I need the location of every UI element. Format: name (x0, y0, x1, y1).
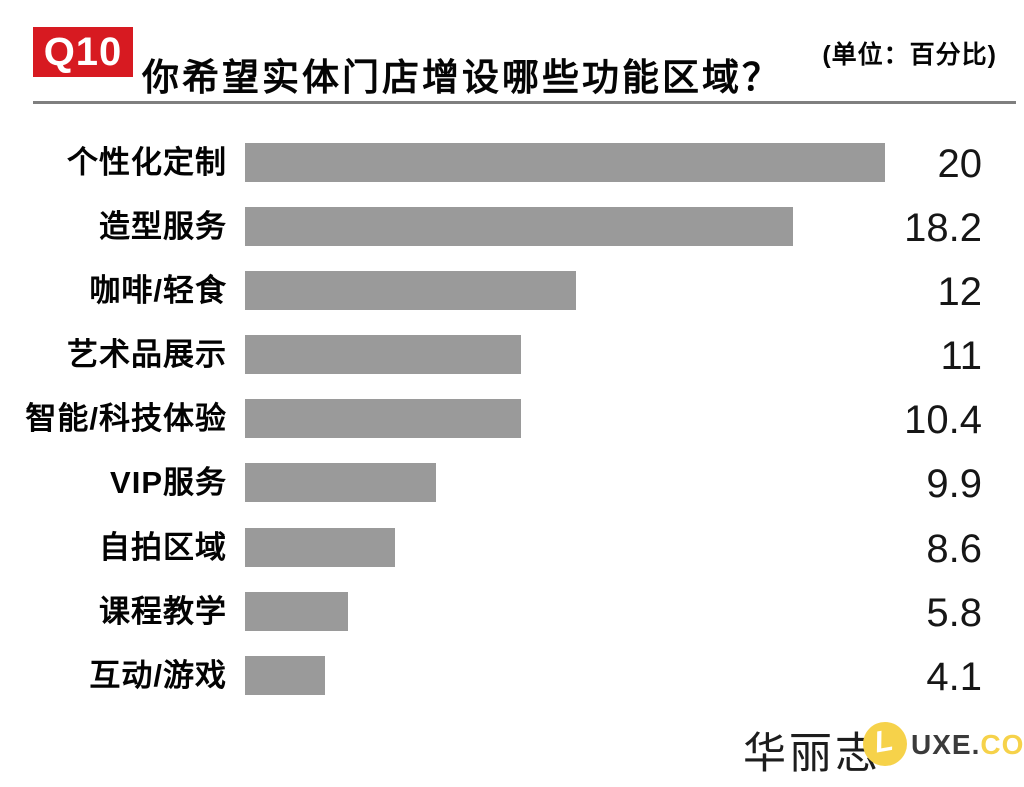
bar-track (245, 143, 885, 182)
bar (245, 143, 885, 182)
brand-name-latin: UXE.CO (911, 722, 1024, 766)
category-label: 咖啡/轻食 (89, 273, 227, 309)
value-label: 10.4 (904, 398, 982, 443)
chart-row: 自拍区域 8.6 (0, 526, 1024, 592)
bar-track (245, 399, 521, 439)
bar-track (245, 335, 521, 375)
category-label: 艺术品展示 (67, 337, 227, 373)
divider-line (33, 101, 1016, 104)
bar-track (245, 527, 395, 567)
chart-row: 艺术品展示 11 (0, 335, 1024, 399)
value-label: 5.8 (926, 590, 982, 635)
category-label: 互动/游戏 (89, 657, 227, 693)
bar-track (245, 207, 793, 247)
category-label: 课程教学 (99, 593, 227, 629)
chart-row: VIP服务 9.9 (0, 463, 1024, 527)
brand-text-co: CO (980, 729, 1024, 760)
logo-letter: L (871, 723, 896, 760)
category-label: VIP服务 (110, 465, 227, 501)
value-label: 11 (940, 334, 982, 379)
value-label: 8.6 (926, 526, 982, 571)
brand-text-dot: . (971, 729, 981, 760)
chart-row: 智能/科技体验 10.4 (0, 399, 1024, 463)
bar (245, 399, 521, 439)
question-number-badge: Q10 (33, 27, 133, 77)
brand-text-uxe: UXE (911, 729, 972, 760)
brand-name-chinese: 华丽志 (743, 730, 881, 778)
bar (245, 207, 793, 247)
value-label: 12 (937, 270, 983, 315)
bar (245, 335, 521, 375)
bar-track (245, 463, 436, 503)
horizontal-bar-chart: 个性化定制 20 造型服务 18.2 咖啡/轻食 12 艺术品展示 11 智能/科技体验 10.4… (0, 143, 1024, 720)
value-label: 4.1 (926, 654, 982, 699)
bar (245, 655, 325, 695)
bar (245, 463, 436, 503)
category-label: 智能/科技体验 (25, 401, 227, 437)
bar-track (245, 271, 576, 311)
chart-row: 咖啡/轻食 12 (0, 271, 1024, 335)
value-label: 20 (937, 142, 983, 186)
category-label: 自拍区域 (99, 529, 227, 565)
bar-track (245, 591, 348, 631)
unit-label: (单位：百分比) (822, 41, 997, 69)
category-label: 个性化定制 (67, 145, 227, 180)
chart-row: 个性化定制 20 (0, 143, 1024, 207)
bar (245, 591, 348, 631)
category-label: 造型服务 (99, 209, 227, 245)
bar-track (245, 655, 325, 695)
value-label: 18.2 (904, 206, 982, 251)
page-title: 你希望实体门店增设哪些功能区域？ (142, 56, 782, 98)
value-label: 9.9 (926, 462, 982, 507)
chart-row: 互动/游戏 4.1 (0, 654, 1024, 720)
chart-row: 造型服务 18.2 (0, 207, 1024, 271)
luxeco-logo-icon: L (863, 722, 907, 766)
bar (245, 527, 395, 567)
chart-row: 课程教学 5.8 (0, 590, 1024, 656)
bar (245, 271, 576, 311)
